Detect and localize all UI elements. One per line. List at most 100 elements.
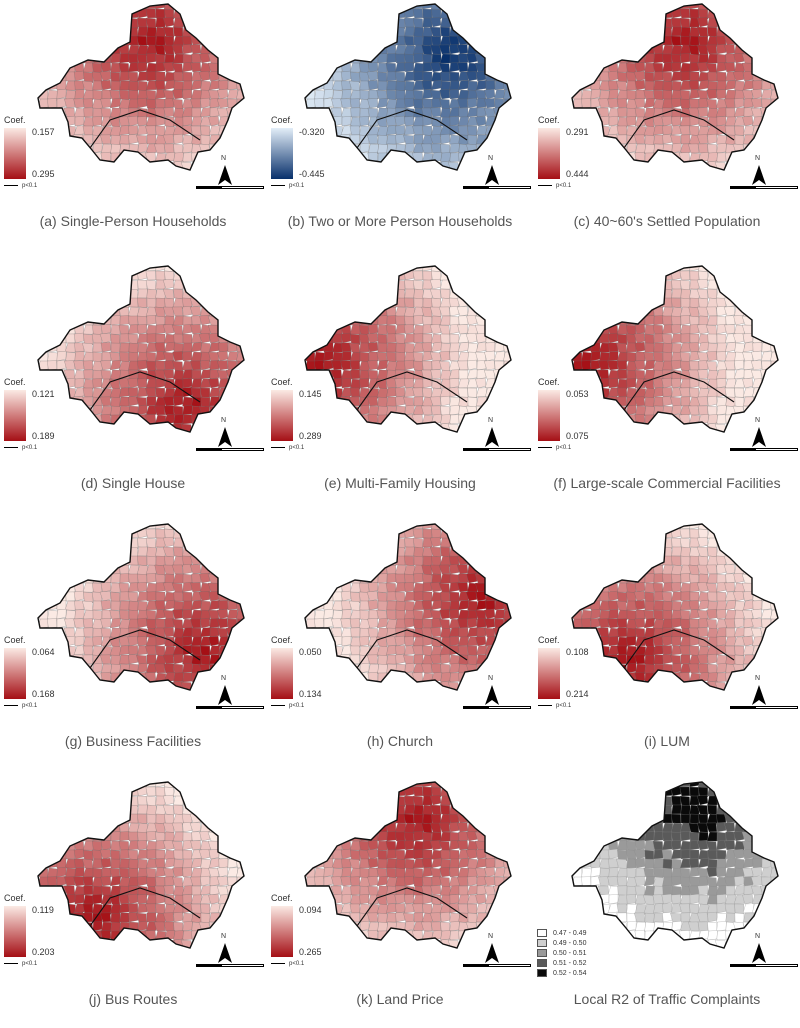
district-polygon — [760, 529, 771, 539]
district-polygon — [236, 547, 247, 556]
district-polygon — [313, 529, 324, 538]
district-polygon — [128, 153, 139, 163]
district-polygon — [173, 316, 184, 325]
district-polygon — [341, 288, 351, 298]
district-polygon — [91, 787, 102, 796]
district-polygon — [762, 280, 772, 290]
district-polygon — [29, 876, 39, 886]
district-polygon — [245, 886, 255, 895]
district-polygon — [644, 27, 654, 37]
district-polygon — [590, 379, 600, 389]
district-polygon — [101, 271, 111, 280]
district-polygon — [512, 161, 522, 171]
district-polygon — [296, 564, 306, 574]
district-polygon — [297, 591, 306, 601]
district-polygon — [627, 636, 636, 646]
district-polygon — [323, 0, 334, 9]
district-polygon — [183, 690, 192, 700]
district-polygon — [625, 520, 636, 529]
district-polygon — [323, 547, 333, 556]
district-polygon — [120, 406, 130, 416]
district-polygon — [183, 894, 192, 904]
district-polygon — [84, 813, 94, 823]
district-polygon — [156, 72, 165, 81]
district-polygon — [634, 547, 645, 557]
district-polygon — [341, 691, 351, 700]
district-polygon — [350, 583, 361, 592]
district-polygon — [503, 162, 514, 172]
district-polygon — [137, 840, 147, 850]
district-polygon — [29, 894, 39, 904]
district-polygon — [511, 396, 522, 406]
district-polygon — [503, 18, 513, 28]
district-polygon — [609, 0, 618, 9]
district-polygon — [743, 646, 754, 655]
district-polygon — [57, 601, 66, 610]
district-polygon — [725, 342, 736, 352]
scale-bar — [463, 183, 533, 193]
legend-value-top: 0.145 — [299, 389, 322, 399]
district-polygon — [653, 280, 663, 289]
district-polygon — [735, 81, 745, 91]
district-polygon — [324, 280, 333, 289]
district-polygon — [209, 80, 219, 90]
district-polygon — [771, 71, 781, 81]
district-polygon — [467, 673, 477, 682]
district-polygon — [296, 663, 307, 673]
district-polygon — [83, 325, 94, 334]
district-polygon — [412, 152, 423, 162]
district-polygon — [191, 840, 201, 850]
district-polygon — [635, 565, 645, 575]
district-polygon — [591, 298, 600, 309]
district-polygon — [315, 144, 324, 153]
district-polygon — [111, 859, 120, 868]
district-polygon — [236, 18, 246, 28]
district-polygon — [39, 796, 48, 807]
district-polygon — [573, 325, 583, 334]
district-polygon — [246, 894, 256, 904]
district-polygon — [395, 592, 405, 602]
district-polygon — [644, 547, 654, 557]
district-polygon — [227, 315, 237, 325]
district-polygon — [735, 17, 745, 27]
district-polygon — [359, 306, 369, 316]
district-polygon — [386, 280, 396, 289]
district-polygon — [654, 81, 664, 90]
district-polygon — [324, 162, 334, 171]
district-polygon — [753, 583, 762, 593]
district-polygon — [753, 54, 762, 63]
district-polygon — [779, 646, 790, 655]
district-polygon — [590, 134, 600, 144]
district-polygon — [753, 325, 762, 335]
district-polygon — [431, 107, 441, 117]
district-polygon — [147, 691, 156, 700]
district-polygon — [599, 315, 610, 325]
district-polygon — [761, 325, 771, 335]
district-polygon — [56, 904, 67, 914]
district-polygon — [128, 520, 139, 530]
district-polygon — [66, 691, 75, 700]
district-polygon — [458, 538, 468, 549]
district-polygon — [403, 424, 414, 433]
district-polygon — [770, 316, 781, 325]
district-polygon — [450, 90, 459, 99]
district-polygon — [653, 583, 663, 593]
district-polygon — [228, 280, 238, 290]
district-polygon — [351, 306, 360, 316]
district-polygon — [770, 520, 780, 529]
district-polygon — [349, 528, 360, 538]
district-polygon — [37, 9, 48, 18]
district-polygon — [295, 289, 306, 299]
district-polygon — [396, 691, 406, 702]
district-polygon — [74, 556, 85, 565]
district-polygon — [608, 556, 619, 565]
district-polygon — [779, 54, 790, 64]
district-polygon — [769, 170, 780, 180]
district-polygon — [476, 646, 487, 655]
district-polygon — [468, 601, 478, 611]
district-polygon — [753, 565, 762, 574]
district-polygon — [598, 0, 609, 9]
district-polygon — [210, 805, 219, 814]
district-polygon — [350, 397, 360, 406]
district-polygon — [404, 378, 414, 388]
